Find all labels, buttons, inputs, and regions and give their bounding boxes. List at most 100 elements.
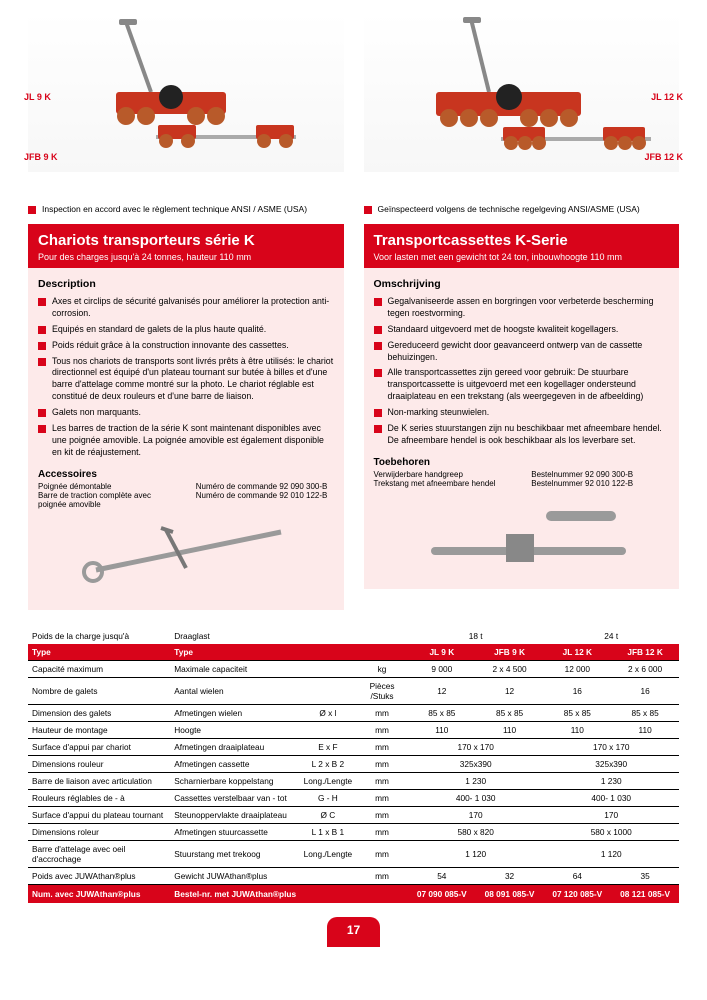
cell: Capacité maximum — [28, 660, 170, 677]
tf-v1: 07 090 085-V — [408, 884, 476, 903]
cell: 1 120 — [408, 840, 544, 867]
cell: mm — [356, 806, 408, 823]
inspect-right-text: Geïnspecteerd volgens de technische rege… — [378, 204, 640, 214]
tf-c2: Bestel-nr. met JUWAthan®plus — [170, 884, 408, 903]
inspect-right: Geïnspecteerd volgens de technische rege… — [364, 204, 680, 214]
dutch-acc-title: Toebehoren — [374, 457, 670, 468]
cell: 1 230 — [408, 772, 544, 789]
cell: Scharnierbare koppelstang — [170, 772, 299, 789]
cell — [300, 721, 356, 738]
table-row: Nombre de galetsAantal wielenPièces /Stu… — [28, 677, 679, 704]
content-row: Chariots transporteurs série K Pour des … — [28, 224, 679, 610]
cell: Nombre de galets — [28, 677, 170, 704]
cell: Ø x l — [300, 704, 356, 721]
cell: 85 x 85 — [611, 704, 679, 721]
french-bullets: Axes et circlips de sécurité galvanisés … — [38, 296, 334, 459]
table-row: Dimensions roleurAfmetingen stuurcassett… — [28, 823, 679, 840]
cell: Stuurstang met trekoog — [170, 840, 299, 867]
page-number: 17 — [327, 917, 380, 947]
cell: 110 — [543, 721, 611, 738]
label-jl12k: JL 12 K — [651, 92, 683, 102]
cell: L 1 x B 1 — [300, 823, 356, 840]
th-type2: Type — [170, 644, 299, 661]
bullet-item: Gereduceerd gewicht door geavanceerd ont… — [374, 340, 670, 364]
cell: Afmetingen draaiplateau — [170, 738, 299, 755]
cell: 325x390 — [543, 755, 679, 772]
inspect-row: Inspection en accord avec le règlement t… — [28, 200, 679, 224]
cell: mm — [356, 704, 408, 721]
cell: Long./Lengte — [300, 772, 356, 789]
cell: 12 — [476, 677, 544, 704]
table-row: Dimensions rouleurAfmetingen cassetteL 2… — [28, 755, 679, 772]
cell: mm — [356, 867, 408, 884]
cell: 170 — [408, 806, 544, 823]
french-section: Description — [38, 278, 334, 290]
bullet-item: Equipés en standard de galets de la plus… — [38, 324, 334, 336]
cell: 110 — [408, 721, 476, 738]
cell: 1 120 — [543, 840, 679, 867]
cell: mm — [356, 789, 408, 806]
dutch-section: Omschrijving — [374, 278, 670, 290]
cell: mm — [356, 772, 408, 789]
gh-c1: Poids de la charge jusqu'à — [28, 628, 170, 644]
page-footer: 17 — [28, 917, 679, 947]
bullet-item: Alle transportcassettes zijn gereed voor… — [374, 367, 670, 403]
dutch-bullets: Gegalvaniseerde assen en borgringen voor… — [374, 296, 670, 447]
cell: 400- 1 030 — [543, 789, 679, 806]
cell: 170 — [543, 806, 679, 823]
bullet-item: Tous nos chariots de transports sont liv… — [38, 356, 334, 404]
tf-v2: 08 091 085-V — [476, 884, 544, 903]
cell: 110 — [611, 721, 679, 738]
cell: 580 x 820 — [408, 823, 544, 840]
dutch-subtitle: Voor lasten met een gewicht tot 24 ton, … — [374, 252, 670, 262]
cell: Surface d'appui du plateau tournant — [28, 806, 170, 823]
french-acc-grid: Poignée démontable Barre de traction com… — [38, 482, 334, 509]
cell: kg — [356, 660, 408, 677]
cell: 16 — [543, 677, 611, 704]
cell: 9 000 — [408, 660, 476, 677]
label-jl9k: JL 9 K — [24, 92, 51, 102]
table-row: Capacité maximumMaximale capaciteitkg9 0… — [28, 660, 679, 677]
table-row: Surface d'appui par chariotAfmetingen dr… — [28, 738, 679, 755]
cell: 35 — [611, 867, 679, 884]
cell — [300, 867, 356, 884]
table-row: Barre d'attelage avec oeil d'accrochageS… — [28, 840, 679, 867]
cell: L 2 x B 2 — [300, 755, 356, 772]
cell: Poids avec JUWAthan®plus — [28, 867, 170, 884]
tf-v3: 07 120 085-V — [543, 884, 611, 903]
cell: 1 230 — [543, 772, 679, 789]
hero-left: JL 9 K JFB 9 K — [28, 12, 344, 192]
tf-v4: 08 121 085-V — [611, 884, 679, 903]
cell: mm — [356, 755, 408, 772]
dutch-body: Omschrijving Gegalvaniseerde assen en bo… — [364, 268, 680, 589]
gh-g2: 24 t — [543, 628, 679, 644]
table-row: Rouleurs réglables de - àCassettes verst… — [28, 789, 679, 806]
cell: 85 x 85 — [476, 704, 544, 721]
cell: 12 000 — [543, 660, 611, 677]
cell: Long./Lengte — [300, 840, 356, 867]
gh-g1: 18 t — [408, 628, 544, 644]
cell: mm — [356, 721, 408, 738]
th-type1: Type — [28, 644, 170, 661]
acc-r-1b: Trekstang met afneembare hendel — [374, 479, 512, 488]
inspect-left: Inspection en accord avec le règlement t… — [28, 204, 344, 214]
cell: Surface d'appui par chariot — [28, 738, 170, 755]
cell: 64 — [543, 867, 611, 884]
hero-right: JL 12 K JFB 12 K — [364, 12, 680, 192]
french-title: Chariots transporteurs série K — [38, 232, 334, 249]
acc-r-2b: Bestelnummer 92 010 122-B — [531, 479, 669, 488]
label-jfb12k: JFB 12 K — [644, 152, 683, 162]
cell: Pièces /Stuks — [356, 677, 408, 704]
cell: 32 — [476, 867, 544, 884]
cell: 170 x 170 — [543, 738, 679, 755]
acc-l-2a: Numéro de commande 92 090 300-B — [196, 482, 334, 491]
col-dutch: Transportcassettes K-Serie Voor lasten m… — [364, 224, 680, 610]
cell: Afmetingen cassette — [170, 755, 299, 772]
cell: mm — [356, 840, 408, 867]
bullet-item: Non-marking steunwielen. — [374, 407, 670, 419]
bullet-item: De K series stuurstangen zijn nu beschik… — [374, 423, 670, 447]
cell — [300, 660, 356, 677]
acc-l-2b: Numéro de commande 92 010 122-B — [196, 491, 334, 500]
cell: Rouleurs réglables de - à — [28, 789, 170, 806]
table-row: Dimension des galetsAfmetingen wielenØ x… — [28, 704, 679, 721]
